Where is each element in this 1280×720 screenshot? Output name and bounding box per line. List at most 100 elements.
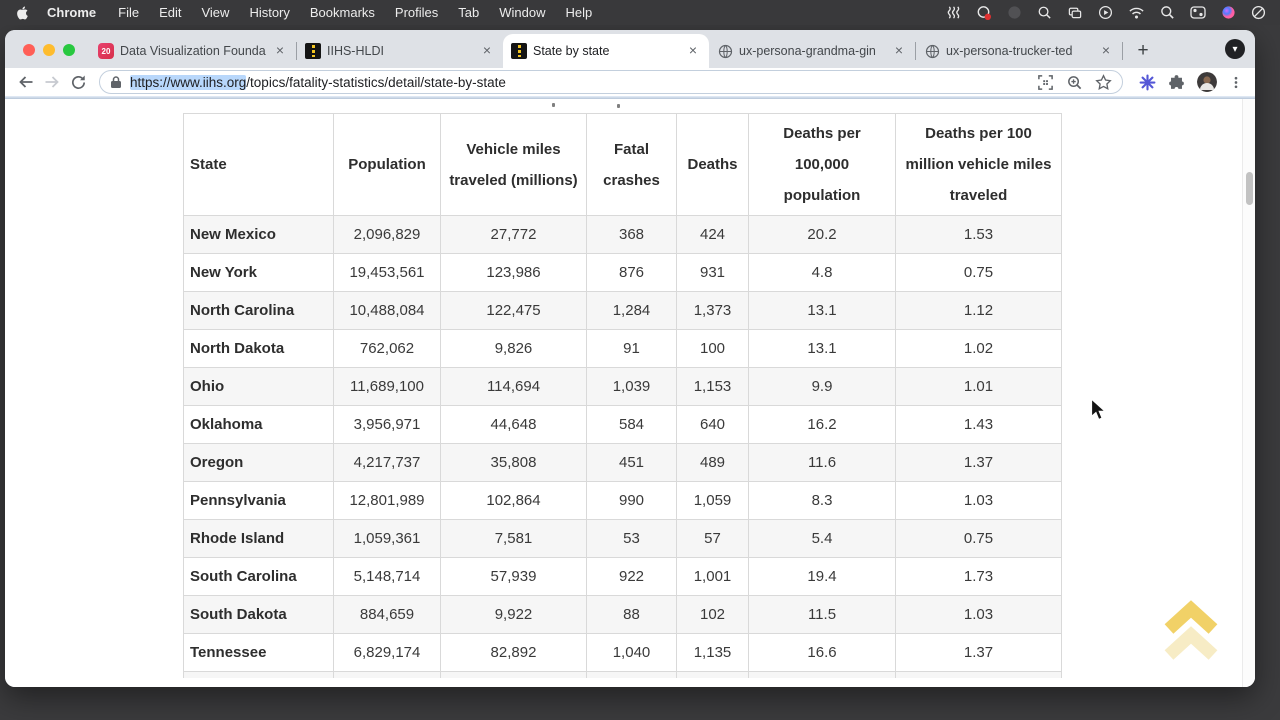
wifi-icon[interactable]	[1128, 6, 1145, 20]
browser-menu-icon[interactable]	[1229, 74, 1243, 91]
table-cell: Tennessee	[183, 633, 334, 672]
menu-item-edit[interactable]: Edit	[159, 5, 182, 20]
page-scrollbar[interactable]	[1242, 99, 1255, 687]
table-cell: South Carolina	[183, 557, 334, 596]
scrollbar-thumb[interactable]	[1246, 172, 1253, 205]
tab-title: ux-persona-trucker-ted	[946, 44, 1073, 58]
profile-avatar[interactable]	[1197, 72, 1217, 92]
tab-separator	[296, 42, 297, 60]
tab-close-button[interactable]: ×	[1101, 42, 1111, 58]
apple-icon	[17, 6, 28, 19]
qr-code-icon[interactable]	[1037, 74, 1054, 91]
iihs-road-favicon	[305, 43, 321, 59]
table-cell: 1,059	[676, 481, 749, 520]
apple-menu[interactable]	[0, 5, 39, 21]
control-center-icon[interactable]	[1190, 6, 1206, 19]
minimize-window-button[interactable]	[43, 44, 55, 56]
menu-item-help[interactable]: Help	[565, 5, 593, 20]
table-cell: 0.75	[895, 519, 1062, 558]
table-cell	[748, 671, 896, 678]
screen-record-icon[interactable]	[976, 5, 992, 21]
play-icon[interactable]	[1098, 5, 1113, 20]
tab-close-button[interactable]: ×	[688, 42, 698, 58]
spotlight-icon[interactable]	[1160, 5, 1175, 20]
displays-icon[interactable]	[1067, 5, 1083, 20]
window-controls	[23, 44, 75, 56]
tab-state-by-state[interactable]: State by state ×	[503, 34, 709, 68]
table-cell: 57	[676, 519, 749, 558]
table-cell: 4.8	[748, 253, 896, 292]
partial-next-row	[183, 671, 1062, 678]
extensions-puzzle-icon[interactable]	[1168, 74, 1185, 91]
table-cell: 1.01	[895, 367, 1062, 406]
tab-ux-persona-trucker-ted[interactable]: ux-persona-trucker-ted ×	[916, 34, 1122, 68]
table-cell: 489	[676, 443, 749, 482]
table-cell: 4,217,737	[333, 443, 441, 482]
globe-favicon	[717, 43, 733, 59]
table-cell: North Carolina	[183, 291, 334, 330]
menu-item-profiles[interactable]: Profiles	[394, 5, 439, 20]
table-cell: Oregon	[183, 443, 334, 482]
menu-app-name[interactable]: Chrome	[47, 5, 97, 20]
menu-item-tab[interactable]: Tab	[458, 5, 480, 20]
table-cell: 13.1	[748, 291, 896, 330]
table-cell: Rhode Island	[183, 519, 334, 558]
clipped-caption-fragment	[552, 103, 555, 107]
dataviz-favicon: 20	[98, 43, 114, 59]
tab-close-button[interactable]: ×	[275, 42, 285, 58]
dimmed-app-icon[interactable]	[1007, 5, 1022, 20]
table-row-south-dakota: South Dakota 884,659 9,922 88 102 11.5 1.03	[183, 595, 1062, 634]
table-cell: 19,453,561	[333, 253, 441, 292]
tab-data-visualization-founda[interactable]: 20 Data Visualization Founda ×	[90, 34, 296, 68]
column-header: Deaths per 100,000 population	[748, 113, 896, 216]
url-selected-text: https://www.iihs.org	[130, 74, 247, 90]
back-button[interactable]	[13, 70, 39, 94]
menu-item-view[interactable]: View	[201, 5, 230, 20]
table-cell: 1,039	[586, 367, 677, 406]
bookmark-star-icon[interactable]	[1095, 73, 1112, 91]
back-to-top-button[interactable]	[1155, 597, 1227, 663]
table-cell: 82,892	[440, 633, 587, 672]
table-cell: 91	[586, 329, 677, 368]
table-row-ohio: Ohio 11,689,100 114,694 1,039 1,153 9.9 1.01	[183, 367, 1062, 406]
table-cell: 114,694	[440, 367, 587, 406]
reload-button[interactable]	[65, 70, 91, 94]
squiggle-icon[interactable]	[946, 5, 961, 20]
extension-asterisk-icon[interactable]	[1139, 74, 1156, 91]
close-window-button[interactable]	[23, 44, 35, 56]
table-cell: 990	[586, 481, 677, 520]
table-cell: 922	[586, 557, 677, 596]
table-cell: 53	[586, 519, 677, 558]
back-arrow-icon	[19, 76, 33, 88]
tab-search-button[interactable]: ▾	[1225, 39, 1245, 59]
tab-ux-persona-grandma-gin[interactable]: ux-persona-grandma-gin ×	[709, 34, 915, 68]
toolbar-separator	[5, 96, 1255, 99]
table-cell: 11,689,100	[333, 367, 441, 406]
tab-close-button[interactable]: ×	[482, 42, 492, 58]
address-bar[interactable]: https://www.iihs.org/topics/fatality-sta…	[99, 70, 1123, 94]
table-cell: 6,829,174	[333, 633, 441, 672]
table-cell: 5.4	[748, 519, 896, 558]
chevron-down-icon: ▾	[1232, 43, 1238, 55]
table-cell: 1.37	[895, 633, 1062, 672]
new-tab-button[interactable]: +	[1137, 40, 1149, 61]
menu-item-history[interactable]: History	[249, 5, 290, 20]
table-cell: 16.6	[748, 633, 896, 672]
table-cell: 16.2	[748, 405, 896, 444]
tab-iihs-hldi[interactable]: IIHS-HLDI ×	[297, 34, 503, 68]
table-cell: 762,062	[333, 329, 441, 368]
menu-item-window[interactable]: Window	[499, 5, 546, 20]
zoom-icon[interactable]	[1066, 74, 1083, 91]
do-not-disturb-icon[interactable]	[1251, 5, 1266, 20]
siri-icon[interactable]	[1221, 5, 1236, 20]
tab-close-button[interactable]: ×	[894, 42, 904, 58]
fullscreen-window-button[interactable]	[63, 44, 75, 56]
table-cell: 9,826	[440, 329, 587, 368]
forward-button[interactable]	[39, 70, 65, 94]
table-cell: New Mexico	[183, 215, 334, 254]
table-row-south-carolina: South Carolina 5,148,714 57,939 922 1,001 19.…	[183, 557, 1062, 596]
tab-title: State by state	[533, 44, 610, 58]
magnifier-app-icon[interactable]	[1037, 5, 1052, 20]
menu-item-bookmarks[interactable]: Bookmarks	[309, 5, 375, 20]
menu-item-file[interactable]: File	[118, 5, 140, 20]
